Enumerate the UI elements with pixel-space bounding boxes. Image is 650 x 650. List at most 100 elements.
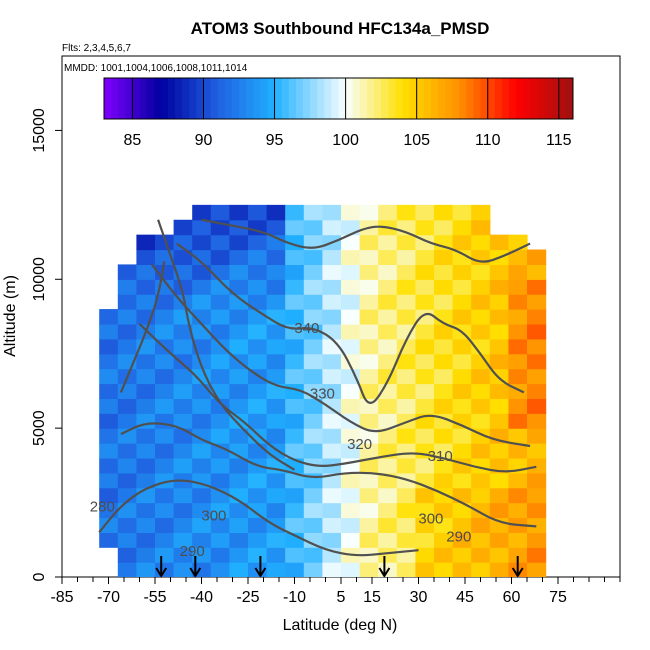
heatmap-cell [248,204,268,221]
heatmap-cell [527,398,547,414]
heatmap-cell [136,443,156,459]
colorbar-segment [310,78,318,119]
heatmap-cell [415,204,435,221]
heatmap-cell [471,249,491,265]
heatmap-cell [434,532,454,548]
heatmap-cell [173,219,193,236]
heatmap-cell [489,443,509,459]
heatmap-cell [266,294,286,310]
heatmap-cell [303,547,323,563]
heatmap-cell [452,234,472,251]
heatmap-cell [155,517,175,533]
heatmap-cell [117,398,137,414]
heatmap-cell [117,323,137,340]
heatmap-cell [527,338,547,355]
heatmap-cell [489,562,509,577]
heatmap-cell [285,413,305,429]
heatmap-cell [341,562,361,577]
heatmap-cell [266,428,286,444]
heatmap-cell [303,338,323,355]
heatmap-cell [285,309,305,325]
heatmap-cell [471,219,491,236]
heatmap-cell [136,294,156,310]
colorbar-segment [466,78,475,119]
heatmap-cell [266,219,286,236]
heatmap-cell [378,294,398,310]
heatmap-cell [322,368,342,385]
heatmap-cell [136,502,156,519]
heatmap-cell [248,383,268,399]
contour-label: 290 [446,528,471,545]
heatmap-cell [303,487,323,504]
heatmap-cell [248,323,268,340]
heatmap-cell [173,532,193,548]
heatmap-cell [303,517,323,533]
heatmap-cell [210,502,230,519]
heatmap-cell [359,338,379,355]
heatmap-cell [266,234,286,251]
heatmap-cell [396,562,416,577]
heatmap-cell [229,428,249,444]
heatmap-cell [434,517,454,533]
heatmap-cell [99,457,119,474]
colorbar-segment [167,78,176,119]
heatmap-cell [192,219,212,236]
heatmap-cell [248,294,268,310]
heatmap-cell [322,323,342,340]
heatmap-cell [192,532,212,548]
heatmap-cell [415,532,435,548]
heatmap-cell [415,353,435,370]
heatmap-cell [229,294,249,310]
x-tick-label: 15 [363,589,381,606]
heatmap-cell [117,547,137,563]
heatmap-cell [527,323,547,340]
heatmap-cell [210,294,230,310]
heatmap-cell [527,264,547,280]
heatmap-layer [99,204,547,577]
heatmap-cell [322,428,342,444]
heatmap-cell [434,562,454,577]
contour-label: 310 [428,448,453,465]
heatmap-cell [210,309,230,325]
heatmap-cell [173,338,193,355]
contour-label: 290 [180,543,205,560]
heatmap-cell [452,309,472,325]
heatmap-cell [303,353,323,370]
heatmap-cell [322,398,342,414]
heatmap-cell [99,532,119,548]
heatmap-cell [471,323,491,340]
heatmap-cell [117,532,137,548]
heatmap-cell [359,457,379,474]
heatmap-cell [266,353,286,370]
heatmap-cell [210,353,230,370]
heatmap-cell [434,279,454,295]
colorbar-segment [267,78,276,119]
heatmap-cell [378,398,398,414]
heatmap-cell [378,547,398,563]
heatmap-cell [452,472,472,489]
heatmap-cell [396,457,416,474]
heatmap-cell [359,532,379,548]
heatmap-cell [508,338,528,355]
heatmap-cell [155,428,175,444]
heatmap-cell [378,249,398,265]
heatmap-cell [471,279,491,295]
x-tick-label: 60 [503,589,521,606]
heatmap-cell [396,398,416,414]
heatmap-cell [527,517,547,533]
heatmap-cell [117,264,137,280]
heatmap-cell [248,338,268,355]
heatmap-cell [117,457,137,474]
dates-note: MMDD: 1001,1004,1006,1008,1011,1014 [64,63,248,74]
heatmap-cell [136,472,156,489]
colorbar-segment [288,78,297,119]
heatmap-cell [415,383,435,399]
x-tick-label: -55 [143,589,166,606]
heatmap-cell [471,472,491,489]
colorbar-segment [302,78,311,119]
heatmap-cell [155,532,175,548]
heatmap-cell [210,428,230,444]
colorbar-segment [281,78,290,119]
heatmap-cell [471,234,491,251]
heatmap-cell [229,502,249,519]
